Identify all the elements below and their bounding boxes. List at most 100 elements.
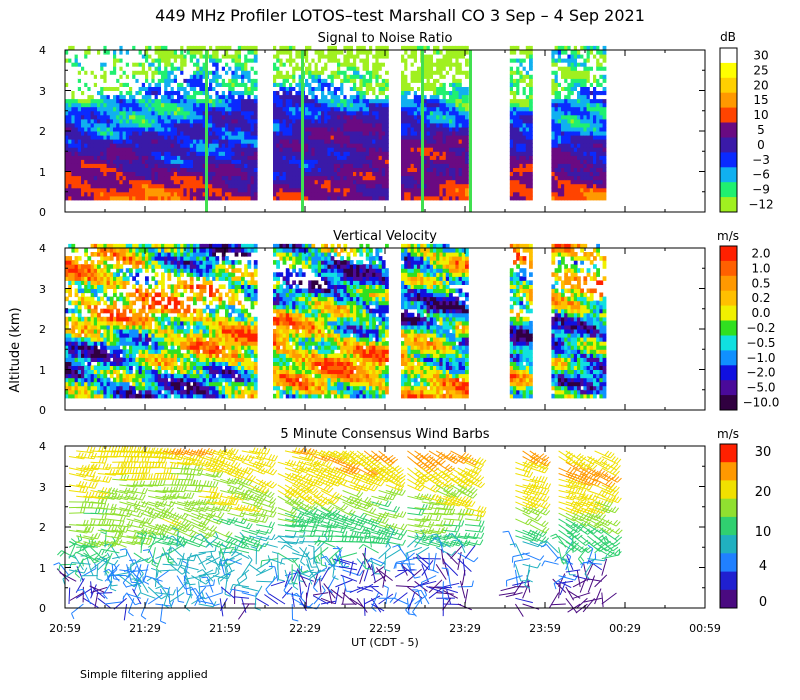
snr-cell xyxy=(276,118,280,124)
snr-cell xyxy=(426,66,431,71)
snr-cell xyxy=(567,102,572,108)
snr-cell xyxy=(333,143,338,148)
snr-cell xyxy=(183,147,188,152)
snr-cell xyxy=(68,62,72,67)
snr-cell xyxy=(327,167,332,172)
snr-cell xyxy=(404,70,408,75)
snr-cell xyxy=(234,94,239,100)
snr-cell xyxy=(516,179,520,185)
snr-cell xyxy=(202,122,207,128)
snr-cell xyxy=(154,66,159,71)
snr-cell xyxy=(385,122,389,128)
snr-cell xyxy=(519,45,524,51)
snr-cell xyxy=(564,151,568,156)
snr-cell xyxy=(359,171,364,177)
snr-cell xyxy=(193,74,197,79)
snr-cell xyxy=(298,171,303,177)
snr-cell xyxy=(551,151,556,156)
snr-cell xyxy=(455,195,460,201)
snr-cell xyxy=(401,114,405,120)
snr-cell xyxy=(330,195,335,201)
snr-cell xyxy=(436,135,440,140)
snr-cell xyxy=(225,62,229,67)
snr-cell xyxy=(247,82,252,87)
snr-cell xyxy=(314,98,319,104)
snr-cell xyxy=(109,191,114,197)
snr-cell xyxy=(407,74,412,79)
snr-cell xyxy=(324,143,328,148)
snr-cell xyxy=(407,195,412,201)
snr-cell xyxy=(372,82,376,87)
snr-cell xyxy=(125,171,130,177)
snr-cell xyxy=(218,155,223,160)
snr-cell xyxy=(353,90,357,96)
snr-cell xyxy=(433,58,437,63)
snr-cell xyxy=(84,187,88,193)
snr-cell xyxy=(141,191,146,197)
snr-cell xyxy=(449,171,453,177)
snr-cell xyxy=(509,62,514,67)
snr-cell xyxy=(247,102,252,108)
snr-cell xyxy=(138,195,143,201)
snr-cell xyxy=(573,147,578,152)
snr-cell xyxy=(356,159,360,164)
snr-cell xyxy=(557,45,562,51)
snr-cell xyxy=(551,171,556,177)
snr-cell xyxy=(180,82,184,87)
snr-cell xyxy=(279,50,284,55)
snr-cell xyxy=(173,66,178,71)
snr-cell xyxy=(196,131,200,136)
snr-cell xyxy=(410,171,415,177)
snr-cell xyxy=(362,82,367,87)
snr-cell xyxy=(183,155,188,160)
snr-cell xyxy=(193,86,197,91)
snr-cell xyxy=(125,54,130,59)
snr-cell xyxy=(253,106,258,112)
snr-cell xyxy=(250,62,255,67)
snr-cell xyxy=(218,175,223,181)
snr-cell xyxy=(375,195,380,201)
snr-cell xyxy=(413,45,418,51)
snr-cell xyxy=(186,151,191,156)
snr-cell xyxy=(209,175,213,181)
snr-cell xyxy=(193,163,197,168)
snr-cell xyxy=(369,163,373,168)
snr-cell xyxy=(321,94,325,100)
snr-cell xyxy=(202,94,207,100)
snr-cell xyxy=(81,163,85,168)
snr-cell xyxy=(458,118,463,124)
snr-cell xyxy=(148,195,152,201)
snr-cell xyxy=(305,131,309,136)
snr-cell xyxy=(567,183,572,189)
snr-cell xyxy=(244,191,248,197)
snr-cell xyxy=(186,191,191,197)
snr-cell xyxy=(129,126,133,132)
snr-cell xyxy=(225,171,229,177)
snr-cell xyxy=(564,159,568,164)
snr-cell xyxy=(289,175,293,181)
snr-cell xyxy=(282,175,287,181)
snr-cell xyxy=(522,163,527,168)
snr-cell xyxy=(567,106,572,112)
snr-cell xyxy=(292,147,296,152)
snr-cell xyxy=(282,179,287,185)
snr-cell xyxy=(74,98,79,104)
snr-cell xyxy=(119,167,124,172)
snr-cell xyxy=(228,45,232,51)
snr-cell xyxy=(513,62,517,67)
snr-cell xyxy=(109,78,114,83)
snr-cell xyxy=(509,183,514,189)
snr-cell xyxy=(525,155,530,160)
snr-cell xyxy=(276,94,280,100)
snr-cell xyxy=(516,82,520,87)
snr-cell xyxy=(180,114,184,120)
snr-cell xyxy=(522,86,527,91)
snr-cell xyxy=(122,175,127,181)
snr-cell xyxy=(237,106,242,112)
snr-cell xyxy=(359,175,364,181)
snr-cell xyxy=(109,94,114,100)
snr-cell xyxy=(282,90,287,96)
snr-cell xyxy=(276,126,280,132)
snr-cell xyxy=(369,159,373,164)
snr-cell xyxy=(429,151,434,156)
